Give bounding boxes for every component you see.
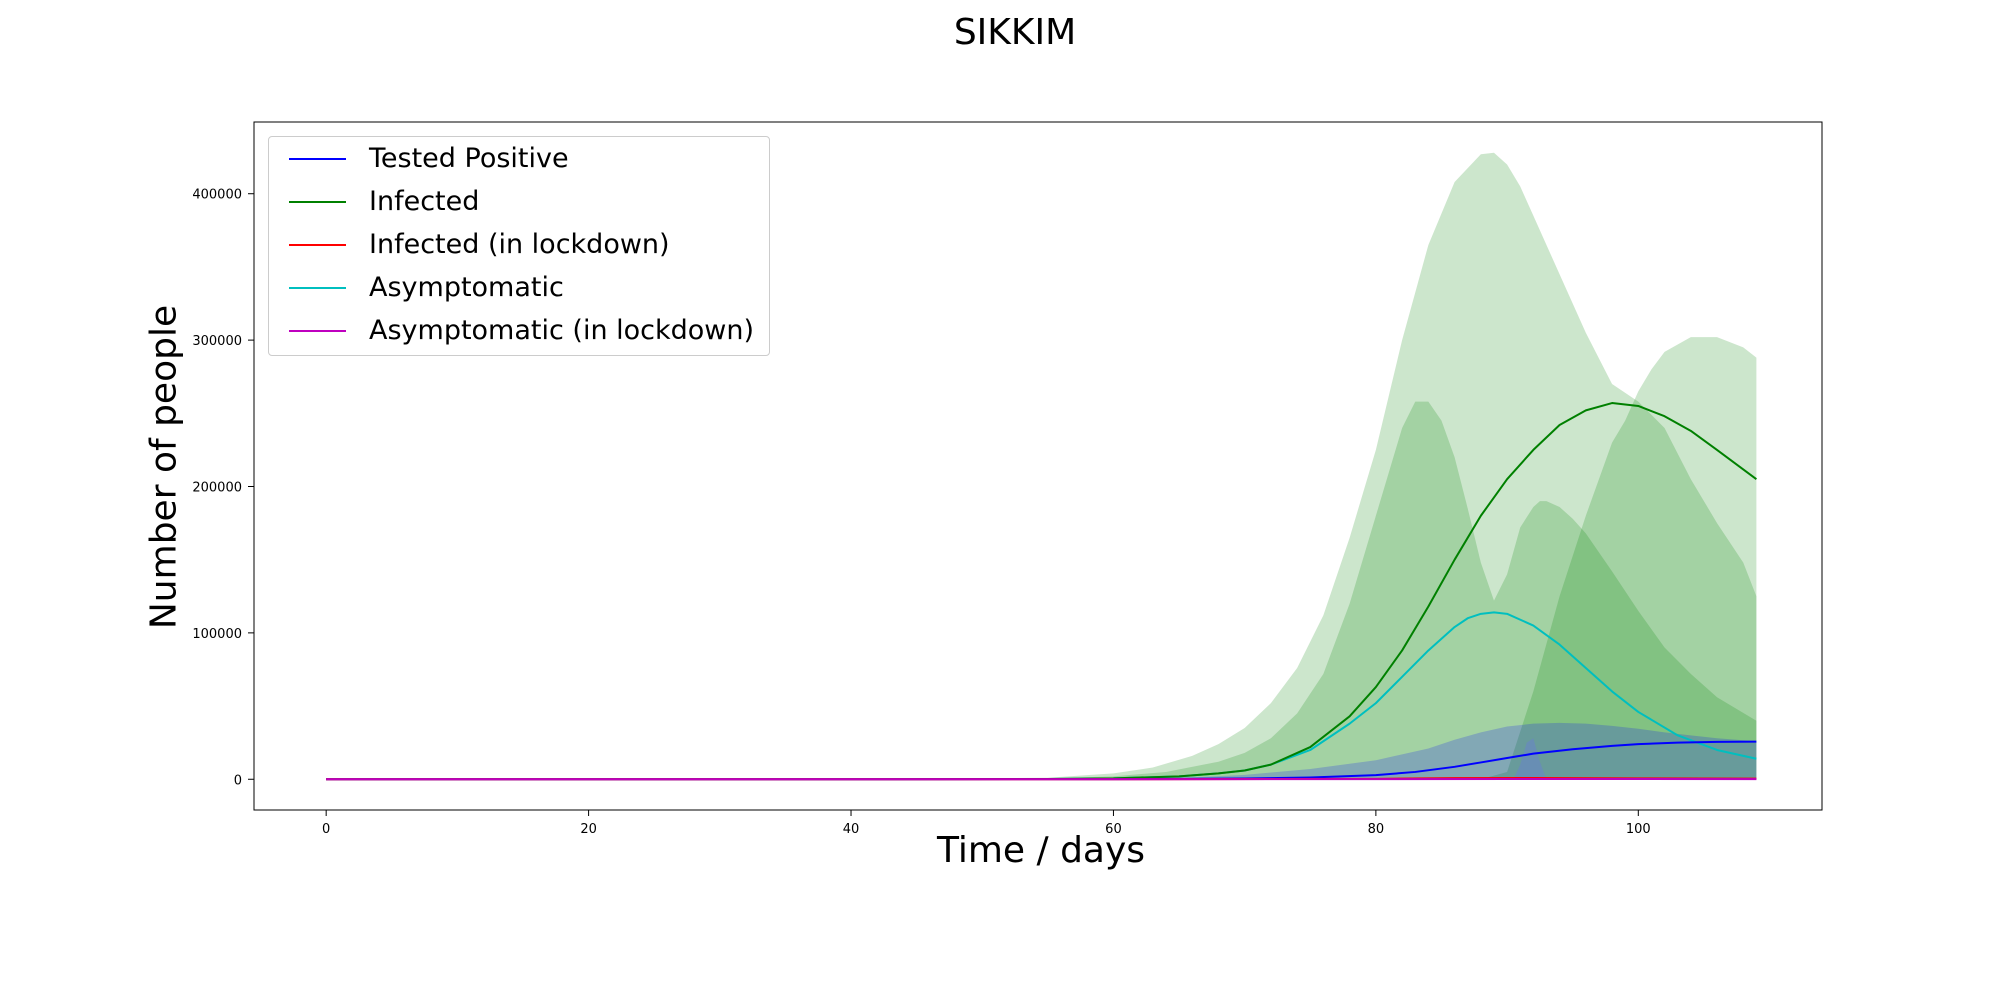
y-axis-label: Number of people [143,304,185,630]
legend-item-asymptomatic: Asymptomatic [279,270,759,306]
x-tick-label: 20 [580,822,597,837]
legend-label-asymptomatic: Asymptomatic [369,272,564,303]
x-tick-label: 40 [843,822,860,837]
confidence-band-2 [326,401,1757,780]
legend-swatch-infected-lockdown [289,244,346,246]
y-tick-label: 300000 [192,334,242,349]
confidence-band-3 [326,722,1757,780]
legend-swatch-asymptomatic-lockdown [289,330,346,332]
confidence-band-0 [326,152,1757,780]
legend: Tested Positive Infected Infected (in lo… [268,136,770,356]
x-tick-label: 100 [1626,822,1651,837]
series-lines [326,402,1757,781]
legend-label-infected-lockdown: Infected (in lockdown) [369,229,670,260]
x-tick-label: 60 [1105,822,1122,837]
confidence-band-1 [1480,337,1757,780]
legend-swatch-tested-positive [289,158,346,160]
y-tick-label: 400000 [192,188,242,203]
chart-title: SIKKIM [953,12,1077,53]
legend-item-asymptomatic-lockdown: Asymptomatic (in lockdown) [279,313,759,349]
x-axis-label: Time / days [936,830,1146,871]
y-tick-label: 0 [234,773,242,788]
plot-frame [253,121,1823,811]
x-axis-ticks: 0 20 40 60 80 100 [322,810,1651,837]
legend-label-asymptomatic-lockdown: Asymptomatic (in lockdown) [369,315,755,346]
legend-swatch-asymptomatic [289,287,346,289]
confidence-band-4 [1513,738,1547,780]
confidence-bands [326,152,1757,780]
legend-label-tested-positive: Tested Positive [369,143,569,174]
x-tick-label: 0 [322,822,330,837]
legend-label-infected: Infected [369,186,480,217]
legend-item-infected: Infected [279,184,759,220]
series-line-infected [326,402,1757,781]
legend-item-tested-positive: Tested Positive [279,141,759,177]
legend-item-infected-lockdown: Infected (in lockdown) [279,227,759,263]
legend-swatch-infected [289,201,346,203]
y-tick-label: 200000 [192,480,242,495]
y-axis-ticks: 0 100000 200000 300000 400000 [192,188,254,788]
y-tick-label: 100000 [192,627,242,642]
x-tick-label: 80 [1368,822,1385,837]
